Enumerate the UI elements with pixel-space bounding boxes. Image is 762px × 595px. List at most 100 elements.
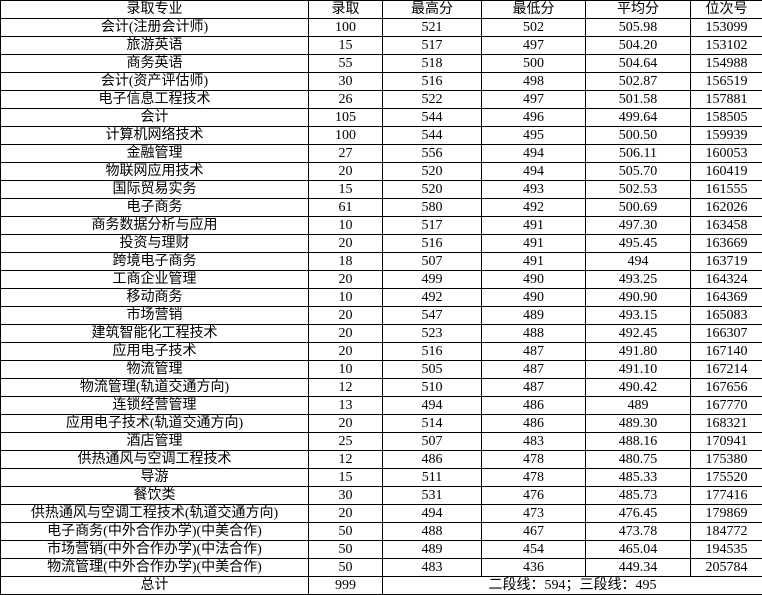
major-name-cell: 跨境电子商务 [0,252,309,271]
value-cell: 15 [308,36,383,55]
value-cell: 489 [481,306,586,325]
value-cell: 504.20 [585,36,691,55]
value-cell: 165083 [690,306,762,325]
table-row: 餐饮类 30 531 476 485.73 177416 [0,486,762,505]
value-cell: 493.15 [585,306,691,325]
value-cell: 501.58 [585,90,691,109]
value-cell: 10 [308,216,383,235]
value-cell: 487 [481,342,586,361]
value-cell: 478 [481,468,586,487]
major-name-cell: 金融管理 [0,144,309,163]
table-row: 投资与理财 20 516 491 495.45 163669 [0,234,762,253]
value-cell: 490 [481,288,586,307]
value-cell: 167770 [690,396,762,415]
table-row: 旅游英语 15 517 497 504.20 153102 [0,36,762,55]
value-cell: 15 [308,468,383,487]
value-cell: 15 [308,180,383,199]
table-row: 会计(资产评估师) 30 516 498 502.87 156519 [0,72,762,91]
value-cell: 505 [382,360,482,379]
value-cell: 30 [308,72,383,91]
value-cell: 547 [382,306,482,325]
value-cell: 167656 [690,378,762,397]
major-name-cell: 导游 [0,468,309,487]
value-cell: 12 [308,378,383,397]
table-row: 会计(注册会计师) 100 521 502 505.98 153099 [0,18,762,37]
value-cell: 465.04 [585,540,691,559]
major-name-cell: 供热通风与空调工程技术 [0,450,309,469]
value-cell: 491 [481,234,586,253]
major-name-cell: 会计(注册会计师) [0,18,309,37]
value-cell: 488 [382,522,482,541]
value-cell: 487 [481,378,586,397]
value-cell: 160419 [690,162,762,181]
table-row: 市场营销 20 547 489 493.15 165083 [0,306,762,325]
value-cell: 476 [481,486,586,505]
value-cell: 504.64 [585,54,691,73]
value-cell: 467 [481,522,586,541]
value-cell: 497 [481,36,586,55]
major-name-cell: 工商企业管理 [0,270,309,289]
table-row: 商务数据分析与应用 10 517 491 497.30 163458 [0,216,762,235]
value-cell: 511 [382,468,482,487]
value-cell: 499 [382,270,482,289]
table-row: 物流管理(中外合作办学)(中美合作) 50 483 436 449.34 205784 [0,558,762,577]
value-cell: 158505 [690,108,762,127]
table-row: 国际贸易实务 15 520 493 502.53 161555 [0,180,762,199]
value-cell: 105 [308,108,383,127]
value-cell: 492 [481,198,586,217]
major-name-cell: 建筑智能化工程技术 [0,324,309,343]
table-row: 商务英语 55 518 500 504.64 154988 [0,54,762,73]
value-cell: 516 [382,342,482,361]
table-row: 物流管理 10 505 487 491.10 167214 [0,360,762,379]
footer-total-label: 总计 [0,576,309,595]
value-cell: 163458 [690,216,762,235]
major-name-cell: 应用电子技术(轨道交通方向) [0,414,309,433]
value-cell: 490.90 [585,288,691,307]
major-name-cell: 物流管理 [0,360,309,379]
major-name-cell: 电子信息工程技术 [0,90,309,109]
value-cell: 20 [308,342,383,361]
value-cell: 61 [308,198,383,217]
footer-total-count: 999 [308,576,383,595]
column-header: 录取 [308,0,383,19]
value-cell: 522 [382,90,482,109]
value-cell: 516 [382,72,482,91]
value-cell: 497 [481,90,586,109]
value-cell: 494 [481,162,586,181]
table-row: 电子商务 61 580 492 500.69 162026 [0,198,762,217]
value-cell: 20 [308,414,383,433]
value-cell: 517 [382,36,482,55]
value-cell: 473.78 [585,522,691,541]
table-row: 电子商务(中外合作办学)(中美合作) 50 488 467 473.78 184772 [0,522,762,541]
footer-cutoff-note: 二段线：594；三段线：495 [382,576,762,595]
column-header: 最低分 [481,0,586,19]
major-name-cell: 会计 [0,108,309,127]
value-cell: 50 [308,558,383,577]
value-cell: 12 [308,450,383,469]
value-cell: 478 [481,450,586,469]
value-cell: 50 [308,522,383,541]
table-row: 计算机网络技术 100 544 495 500.50 159939 [0,126,762,145]
major-name-cell: 计算机网络技术 [0,126,309,145]
value-cell: 494 [382,504,482,523]
value-cell: 495 [481,126,586,145]
major-name-cell: 投资与理财 [0,234,309,253]
major-name-cell: 物流管理(轨道交通方向) [0,378,309,397]
value-cell: 483 [481,432,586,451]
major-name-cell: 供热通风与空调工程技术(轨道交通方向) [0,504,309,523]
value-cell: 160053 [690,144,762,163]
major-name-cell: 物联网应用技术 [0,162,309,181]
table-row: 酒店管理 25 507 483 488.16 170941 [0,432,762,451]
value-cell: 30 [308,486,383,505]
value-cell: 156519 [690,72,762,91]
table-row: 市场营销(中外合作办学)(中法合作) 50 489 454 465.04 194535 [0,540,762,559]
value-cell: 518 [382,54,482,73]
value-cell: 517 [382,216,482,235]
value-cell: 491.80 [585,342,691,361]
value-cell: 505.70 [585,162,691,181]
value-cell: 495.45 [585,234,691,253]
column-header: 平均分 [585,0,691,19]
value-cell: 490.42 [585,378,691,397]
value-cell: 436 [481,558,586,577]
value-cell: 153102 [690,36,762,55]
